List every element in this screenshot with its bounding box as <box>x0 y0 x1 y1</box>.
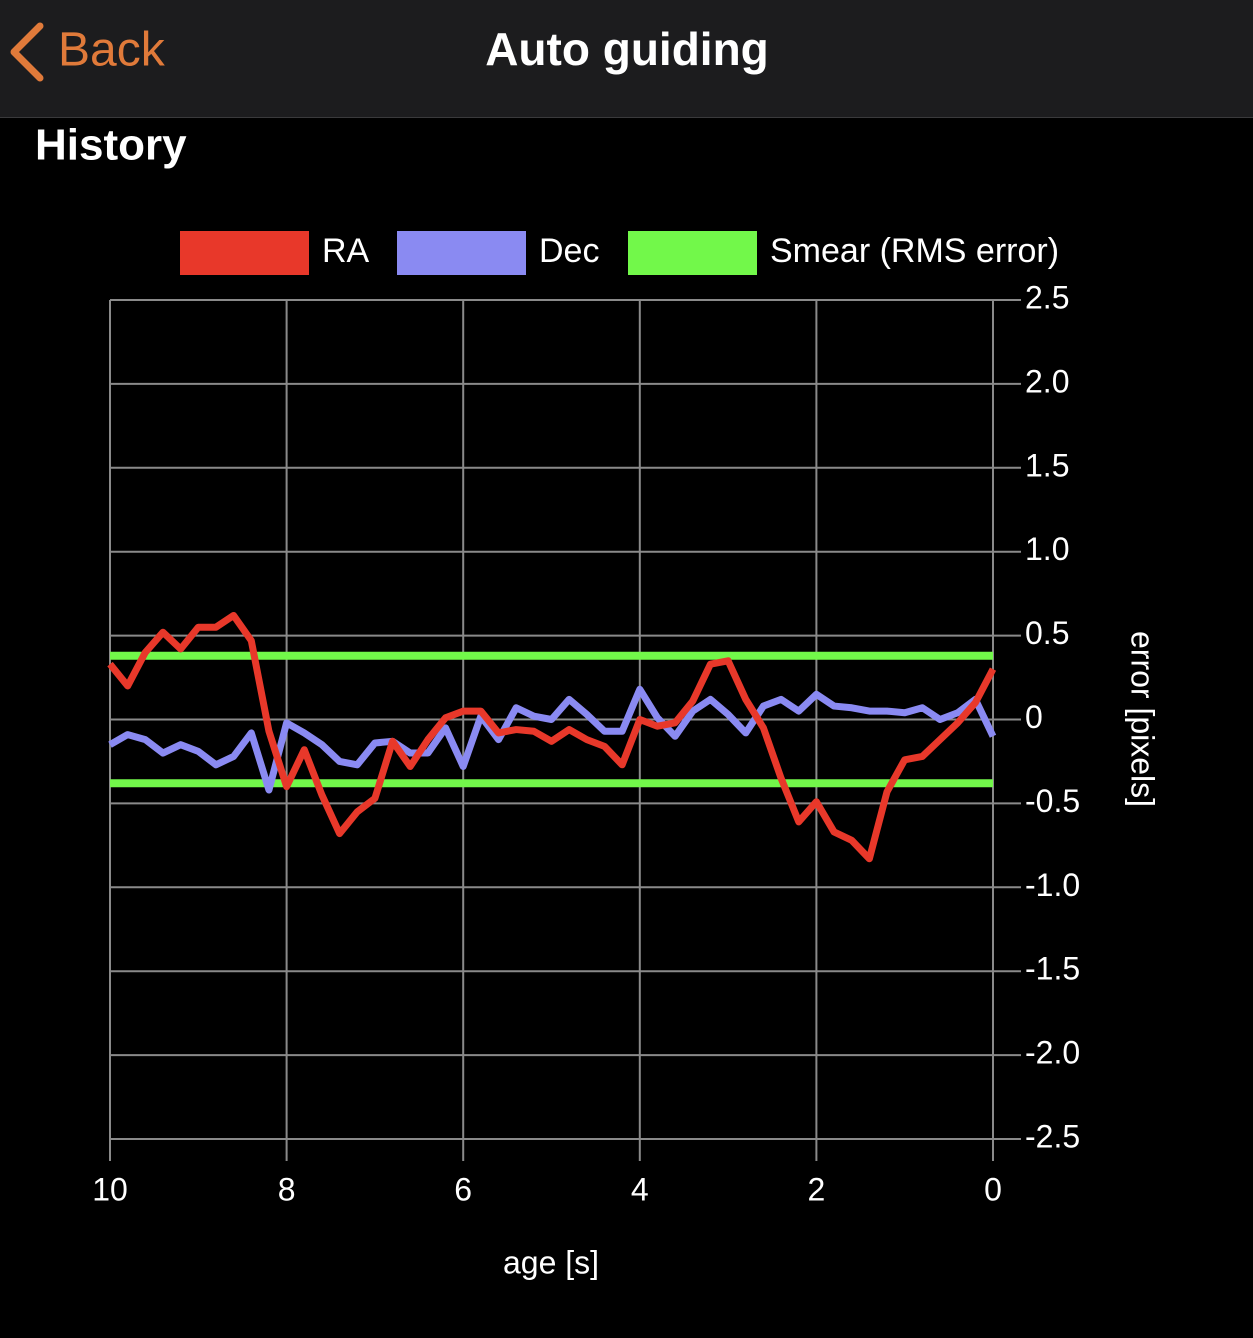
series-line <box>107 611 997 863</box>
y-tick-label: -0.5 <box>1025 783 1080 819</box>
legend-swatch <box>180 231 309 275</box>
x-tick-label: 10 <box>92 1171 128 1207</box>
y-tick-label: -1.0 <box>1025 867 1080 903</box>
y-tick-label: 1.0 <box>1025 531 1069 567</box>
y-tick-label: 0 <box>1025 699 1043 735</box>
y-tick-label: -2.5 <box>1025 1118 1080 1154</box>
x-tick-label: 0 <box>984 1171 1002 1207</box>
legend-swatch <box>628 231 757 275</box>
series-line <box>108 685 997 794</box>
legend-label: RA <box>322 232 370 270</box>
nav-title: Auto guiding <box>485 23 769 75</box>
y-tick-label: -1.5 <box>1025 951 1080 987</box>
nav-bar <box>0 0 1253 117</box>
y-axis-label: error [pixels] <box>1125 631 1161 807</box>
legend-swatch <box>397 231 526 275</box>
legend-label: Dec <box>539 232 599 270</box>
back-chevron[interactable] <box>10 22 44 82</box>
x-tick-label: 4 <box>631 1171 649 1207</box>
y-tick-label: 1.5 <box>1025 447 1069 483</box>
x-axis-label: age [s] <box>503 1244 599 1280</box>
legend-label: Smear (RMS error) <box>770 232 1059 270</box>
x-tick-label: 6 <box>454 1171 472 1207</box>
y-tick-label: -2.0 <box>1025 1035 1080 1071</box>
y-tick-label: 2.5 <box>1025 279 1069 315</box>
x-tick-label: 2 <box>808 1171 826 1207</box>
y-tick-label: 0.5 <box>1025 615 1069 651</box>
section-title: History <box>35 121 187 170</box>
y-tick-label: 2.0 <box>1025 363 1069 399</box>
back-button[interactable]: Back <box>58 24 166 77</box>
x-tick-label: 8 <box>278 1171 296 1207</box>
